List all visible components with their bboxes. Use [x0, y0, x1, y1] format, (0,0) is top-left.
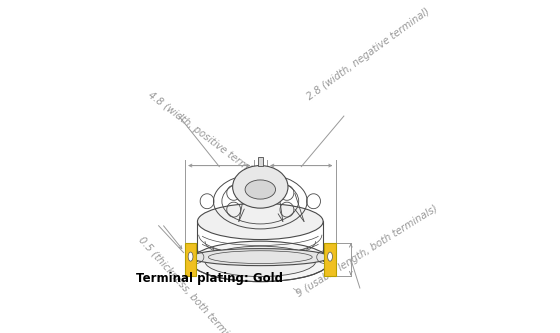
Bar: [324, 243, 336, 276]
Ellipse shape: [232, 166, 288, 208]
Text: 2.8 (width, negative terminal): 2.8 (width, negative terminal): [305, 6, 432, 102]
Ellipse shape: [198, 203, 323, 239]
Bar: [258, 157, 263, 166]
Ellipse shape: [205, 246, 316, 277]
Text: 9 (usable length, both terminals): 9 (usable length, both terminals): [295, 203, 440, 299]
Text: 0.5 (thickness, both terminals): 0.5 (thickness, both terminals): [136, 235, 246, 333]
Ellipse shape: [245, 180, 276, 199]
Bar: [185, 243, 197, 276]
Ellipse shape: [188, 252, 193, 261]
Ellipse shape: [191, 249, 329, 266]
Text: 4.8 (width, positive terminal): 4.8 (width, positive terminal): [146, 90, 267, 185]
Ellipse shape: [191, 241, 329, 282]
Text: Terminal plating: Gold: Terminal plating: Gold: [136, 272, 283, 285]
Ellipse shape: [328, 252, 333, 261]
